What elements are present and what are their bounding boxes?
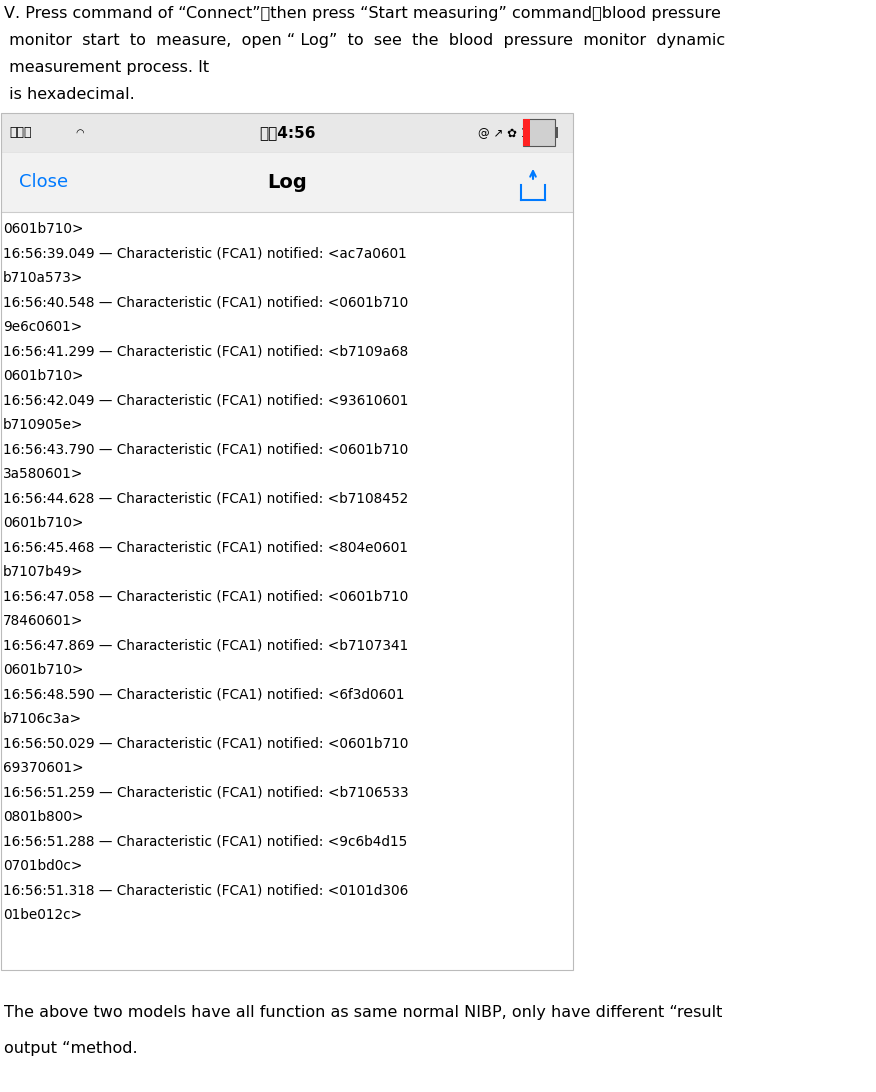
Text: 16:56:43.790 — Characteristic (FCA1) notified: <0601b710: 16:56:43.790 — Characteristic (FCA1) not… xyxy=(3,442,408,456)
Text: Log: Log xyxy=(267,173,307,191)
Bar xyxy=(555,127,558,138)
Text: b7107b49>: b7107b49> xyxy=(3,565,83,579)
Text: 0601b710>: 0601b710> xyxy=(3,369,83,383)
Text: 16:56:45.468 — Characteristic (FCA1) notified: <804e0601: 16:56:45.468 — Characteristic (FCA1) not… xyxy=(3,541,408,555)
Bar xyxy=(523,119,530,146)
Text: Close: Close xyxy=(19,173,68,191)
Text: measurement process. It: measurement process. It xyxy=(4,60,209,75)
Text: 01be012c>: 01be012c> xyxy=(3,909,82,922)
Text: 69370601>: 69370601> xyxy=(3,761,83,775)
Text: 16:56:48.590 — Characteristic (FCA1) notified: <6f3d0601: 16:56:48.590 — Characteristic (FCA1) not… xyxy=(3,688,405,701)
Text: ◠: ◠ xyxy=(73,128,85,138)
Text: 下午4:56: 下午4:56 xyxy=(258,124,315,140)
Text: monitor  start  to  measure,  open “ Log”  to  see  the  blood  pressure  monito: monitor start to measure, open “ Log” to… xyxy=(4,33,725,48)
Text: 0801b800>: 0801b800> xyxy=(3,810,83,824)
Text: 16:56:51.259 — Characteristic (FCA1) notified: <b7106533: 16:56:51.259 — Characteristic (FCA1) not… xyxy=(3,785,408,799)
Text: 16:56:39.049 — Characteristic (FCA1) notified: <ac7a0601: 16:56:39.049 — Characteristic (FCA1) not… xyxy=(3,247,406,261)
Text: 16:56:47.869 — Characteristic (FCA1) notified: <b7107341: 16:56:47.869 — Characteristic (FCA1) not… xyxy=(3,639,408,653)
Text: The above two models have all function as same normal NIBP, only have different : The above two models have all function a… xyxy=(4,1005,723,1020)
Text: 16:56:47.058 — Characteristic (FCA1) notified: <0601b710: 16:56:47.058 — Characteristic (FCA1) not… xyxy=(3,590,408,604)
Text: b7106c3a>: b7106c3a> xyxy=(3,712,82,726)
Text: b710a573>: b710a573> xyxy=(3,271,83,285)
Text: output “method.: output “method. xyxy=(4,1041,138,1056)
Text: 3a580601>: 3a580601> xyxy=(3,467,83,480)
Text: 0701bd0c>: 0701bd0c> xyxy=(3,859,82,873)
Text: @ ↗ ✿ 17%: @ ↗ ✿ 17% xyxy=(478,126,547,139)
Text: 78460601>: 78460601> xyxy=(3,614,83,628)
Bar xyxy=(523,119,555,146)
Text: b710905e>: b710905e> xyxy=(3,418,83,432)
Text: 16:56:51.288 — Characteristic (FCA1) notified: <9c6b4d15: 16:56:51.288 — Characteristic (FCA1) not… xyxy=(3,834,407,848)
Bar xyxy=(1,212,573,970)
Text: Ⅴ. Press command of “Connect”，then press “Start measuring” command，blood pressur: Ⅴ. Press command of “Connect”，then press… xyxy=(4,5,721,21)
Bar xyxy=(1,112,573,970)
Text: 16:56:44.628 — Characteristic (FCA1) notified: <b7108452: 16:56:44.628 — Characteristic (FCA1) not… xyxy=(3,491,408,506)
Text: 16:56:42.049 — Characteristic (FCA1) notified: <93610601: 16:56:42.049 — Characteristic (FCA1) not… xyxy=(3,393,408,407)
Text: 9e6c0601>: 9e6c0601> xyxy=(3,320,82,334)
Text: 16:56:50.029 — Characteristic (FCA1) notified: <0601b710: 16:56:50.029 — Characteristic (FCA1) not… xyxy=(3,736,408,750)
Text: 0601b710>: 0601b710> xyxy=(3,222,83,236)
Text: 0601b710>: 0601b710> xyxy=(3,663,83,677)
Bar xyxy=(1,152,573,212)
Text: 无服务: 无服务 xyxy=(9,126,32,139)
Text: is hexadecimal.: is hexadecimal. xyxy=(4,87,135,102)
Text: 16:56:40.548 — Characteristic (FCA1) notified: <0601b710: 16:56:40.548 — Characteristic (FCA1) not… xyxy=(3,296,408,309)
Text: 0601b710>: 0601b710> xyxy=(3,517,83,530)
Bar xyxy=(1,112,573,152)
Text: 16:56:51.318 — Characteristic (FCA1) notified: <0101d306: 16:56:51.318 — Characteristic (FCA1) not… xyxy=(3,883,408,898)
Text: 16:56:41.299 — Characteristic (FCA1) notified: <b7109a68: 16:56:41.299 — Characteristic (FCA1) not… xyxy=(3,344,408,358)
